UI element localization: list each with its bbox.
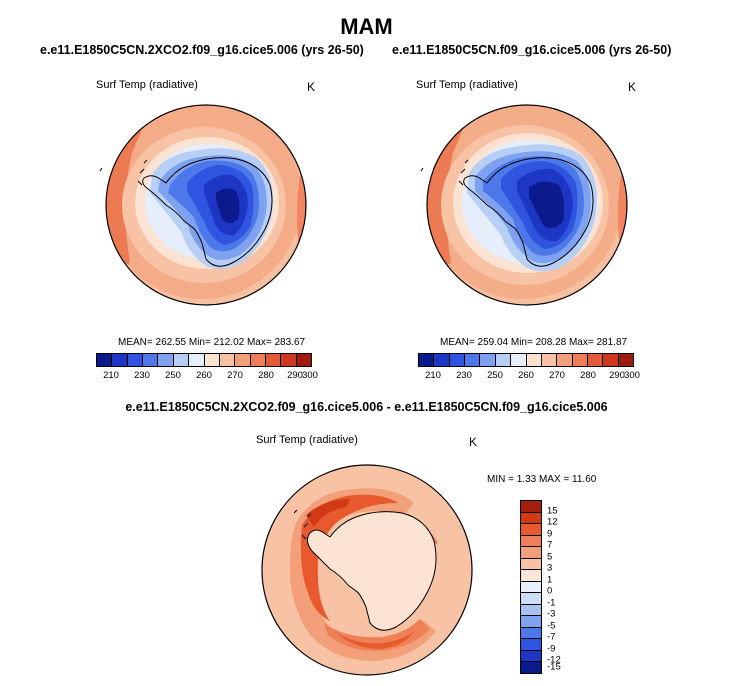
panel2-coastline: [463, 157, 594, 267]
cbar3-tick: 12: [547, 516, 558, 528]
cbar3-tick: -12: [547, 654, 561, 666]
panel2-stats: MEAN= 259.04 Min= 208.28 Max= 281.87: [440, 337, 628, 348]
cbar3-tick: -15: [547, 661, 561, 673]
cbar1-tick: 300: [302, 370, 318, 381]
cbar2-tick: 260: [518, 370, 534, 381]
cbar1-tick: 280: [258, 370, 274, 381]
cbar1-tick: 290: [287, 370, 303, 381]
panel2-title: e.e11.E1850C5CN.f09_g16.cice5.006 (yrs 2…: [392, 43, 672, 57]
cbar1-tick: 210: [103, 370, 119, 381]
panel1-coastline: [142, 157, 273, 267]
cbar3-tick: 15: [547, 505, 558, 517]
panel3-units: K: [469, 435, 478, 449]
panel2-variable: Surf Temp (radiative): [416, 79, 518, 91]
cbar3-tick: -5: [547, 620, 556, 632]
cbar3-tick: 5: [547, 551, 553, 563]
cbar1-tick: 250: [165, 370, 181, 381]
cbar3-tick: -1: [547, 597, 556, 609]
panel3-colorbar: 15 12 9 7 5 3 1 0 -1 -3 -5 -7 -9 -12 -15: [520, 500, 561, 674]
cbar3-tick: 3: [547, 562, 553, 574]
figure-title: MAM: [340, 14, 393, 39]
panel3-map: [261, 464, 473, 676]
panel1-colorbar: 210 230 250 260 270 280 290 300: [96, 353, 318, 381]
panel1-map-boundary: [105, 104, 307, 306]
cbar3-tick: -7: [547, 631, 556, 643]
cbar2-tick: 270: [549, 370, 565, 381]
cbar2-tick: 250: [487, 370, 503, 381]
panel3-stats: MIN = 1.33 MAX = 11.60: [487, 474, 597, 485]
panel1-map: [99, 104, 307, 306]
cbar3-tick: 7: [547, 539, 553, 551]
panel2-map: [420, 104, 628, 306]
cbar3-tick: -9: [547, 643, 556, 655]
panel1-title: e.e11.E1850C5CN.2XCO2.f09_g16.cice5.006 …: [40, 43, 364, 57]
cbar3-tick: 0: [547, 585, 553, 597]
panel1-stats: MEAN= 262.55 Min= 212.02 Max= 283.67: [118, 337, 306, 348]
panel3-coastline: [306, 511, 437, 631]
panel1-variable: Surf Temp (radiative): [96, 79, 198, 91]
panel2-colorbar: 210 230 250 260 270 280 290 300: [418, 353, 640, 381]
panel1-units: K: [307, 80, 316, 94]
cbar1-tick: 260: [196, 370, 212, 381]
panel2-units: K: [628, 80, 637, 94]
cbar2-tick: 300: [624, 370, 640, 381]
cbar3-tick: 9: [547, 528, 553, 540]
cbar1-tick: 270: [227, 370, 243, 381]
cbar2-tick: 290: [609, 370, 625, 381]
panel3-title: e.e11.E1850C5CN.2XCO2.f09_g16.cice5.006 …: [125, 400, 608, 414]
cbar2-tick: 280: [580, 370, 596, 381]
panel3-variable: Surf Temp (radiative): [256, 434, 358, 446]
cbar2-tick: 210: [425, 370, 441, 381]
cbar2-tick: 230: [456, 370, 472, 381]
cbar1-tick: 230: [134, 370, 150, 381]
cbar3-tick: 1: [547, 574, 553, 586]
panel3-map-boundary: [261, 464, 473, 676]
cbar3-tick: -3: [547, 608, 556, 620]
panel2-map-boundary: [426, 104, 628, 306]
